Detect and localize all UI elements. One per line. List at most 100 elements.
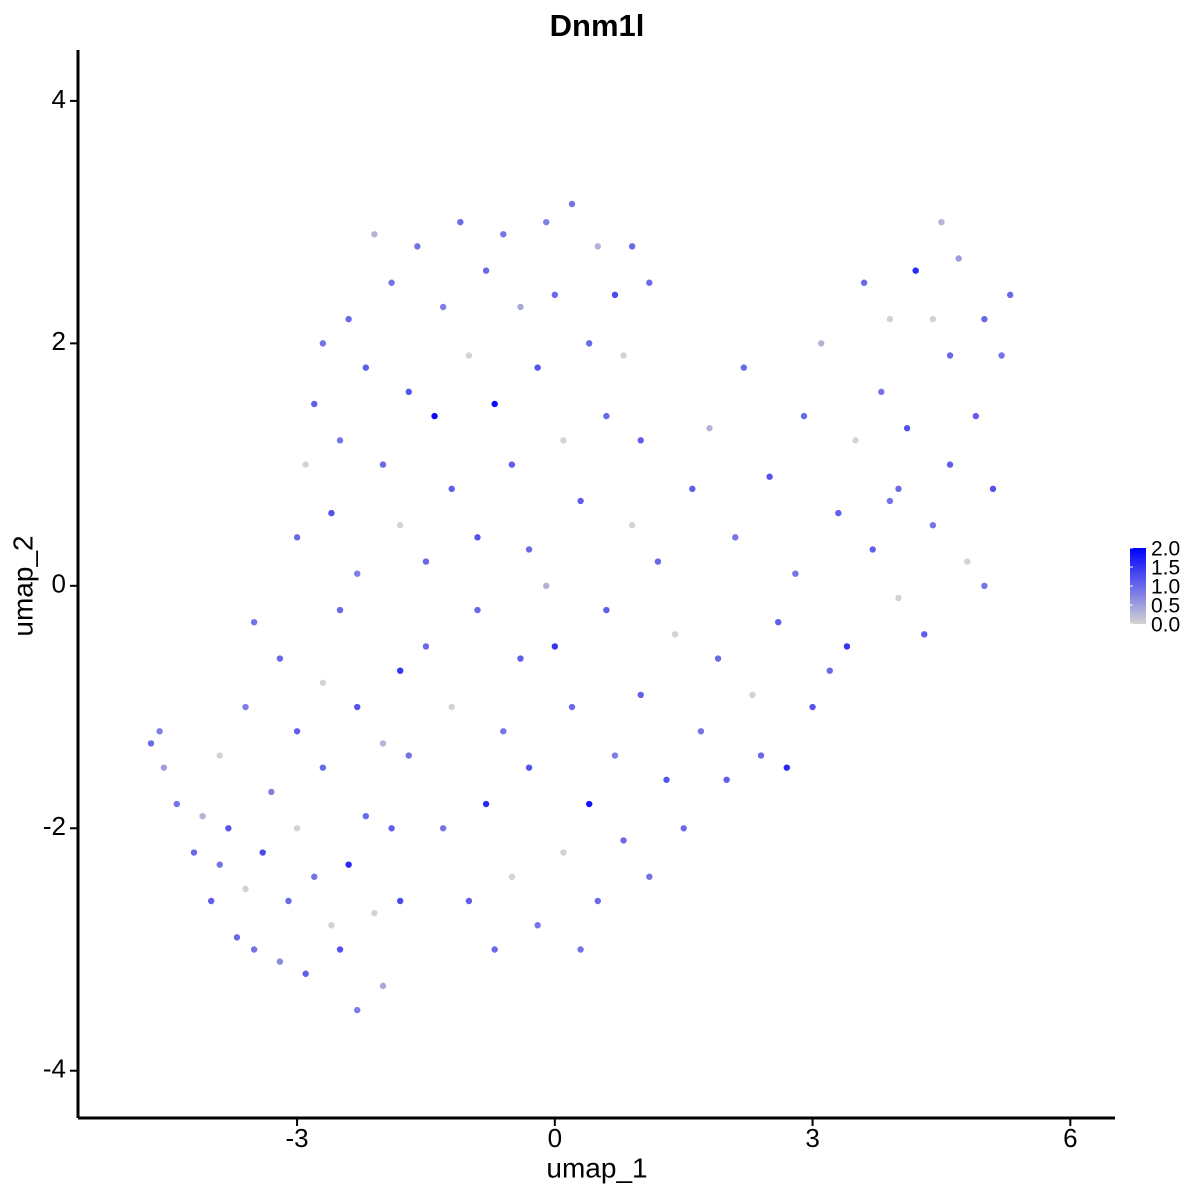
point — [414, 243, 421, 250]
colorbar-label: 1.0 — [1151, 576, 1180, 599]
point — [311, 400, 318, 408]
point — [396, 897, 404, 905]
point — [345, 315, 352, 323]
point — [603, 606, 610, 614]
y-tick-label: -4 — [43, 1054, 66, 1084]
x-tick-label: 3 — [805, 1123, 819, 1153]
point — [534, 364, 541, 371]
point — [457, 218, 464, 226]
point — [568, 200, 576, 208]
point — [1006, 291, 1014, 299]
x-tick-label: 0 — [548, 1123, 562, 1153]
point — [242, 703, 249, 711]
point — [525, 546, 533, 553]
point — [388, 825, 395, 832]
point — [328, 509, 335, 517]
point — [242, 885, 249, 893]
point — [886, 315, 894, 323]
point — [302, 970, 309, 977]
point — [654, 558, 662, 565]
point — [216, 752, 223, 759]
point — [508, 873, 516, 880]
point — [491, 400, 498, 408]
point — [800, 412, 808, 420]
point — [491, 946, 498, 953]
point — [345, 861, 352, 868]
point — [757, 752, 765, 759]
y-axis-label: umap_2 — [7, 535, 38, 636]
point — [173, 800, 181, 808]
point — [775, 618, 782, 626]
point — [482, 800, 490, 808]
point — [422, 558, 430, 565]
point — [972, 412, 980, 420]
point — [405, 388, 412, 396]
point — [946, 352, 954, 359]
point — [783, 764, 791, 771]
point — [543, 218, 550, 226]
point — [860, 279, 868, 286]
point — [628, 522, 636, 529]
point — [439, 303, 447, 311]
point — [156, 728, 163, 735]
point — [448, 485, 455, 493]
point — [293, 825, 301, 832]
y-tick-label: 0 — [52, 569, 66, 599]
point — [551, 291, 559, 299]
colorbar-label: 0.5 — [1151, 595, 1180, 618]
point — [216, 861, 223, 868]
point — [663, 776, 670, 783]
point — [354, 570, 361, 577]
point — [551, 643, 559, 650]
point — [697, 728, 705, 735]
point — [809, 703, 816, 711]
point — [543, 582, 550, 590]
point — [448, 703, 455, 711]
point — [577, 946, 584, 953]
point — [826, 667, 833, 674]
point — [878, 388, 885, 396]
point — [319, 679, 327, 686]
point — [955, 255, 962, 262]
point — [714, 655, 722, 662]
point — [268, 788, 275, 796]
point — [474, 534, 481, 541]
point — [766, 473, 773, 480]
point — [689, 485, 696, 493]
point — [740, 364, 748, 371]
point — [517, 303, 524, 311]
point — [311, 873, 318, 880]
point — [628, 243, 636, 250]
point — [147, 740, 155, 747]
y-tick-label: -2 — [43, 811, 66, 841]
point — [912, 267, 919, 274]
point — [482, 267, 490, 274]
point — [354, 1006, 361, 1014]
point — [594, 243, 601, 250]
point — [336, 606, 344, 614]
point — [921, 631, 928, 638]
point — [852, 437, 859, 444]
point — [843, 643, 851, 650]
point — [362, 364, 370, 371]
point — [525, 764, 533, 771]
point — [328, 922, 335, 929]
point — [379, 740, 387, 747]
point — [336, 946, 344, 953]
point — [646, 279, 653, 286]
point — [749, 691, 756, 699]
point — [817, 340, 825, 347]
chart-title: Dnm1l — [550, 8, 645, 43]
point — [886, 497, 894, 505]
point — [946, 461, 954, 468]
point — [603, 412, 610, 420]
x-tick-label: -3 — [286, 1123, 309, 1153]
point — [577, 497, 584, 505]
point — [302, 461, 309, 468]
point — [706, 425, 713, 432]
point — [585, 800, 593, 808]
point — [517, 655, 524, 662]
point — [792, 570, 799, 577]
point — [637, 437, 644, 444]
